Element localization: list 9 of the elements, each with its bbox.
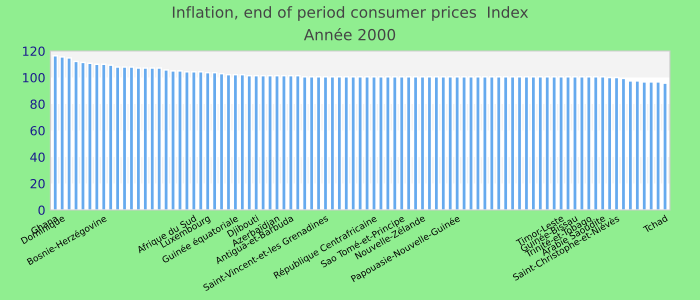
chart-subtitle: Année 2000 bbox=[304, 28, 396, 40]
y-tick-label: 20 bbox=[30, 178, 45, 188]
chart-title: Inflation, end of period consumer prices Index bbox=[172, 6, 528, 21]
y-tick-label: 80 bbox=[30, 99, 45, 109]
y-tick-label: 0 bbox=[38, 205, 45, 215]
y-tick-label: 40 bbox=[30, 152, 45, 162]
y-tick-label: 100 bbox=[23, 72, 45, 82]
y-tick-label: 60 bbox=[30, 126, 45, 136]
y-tick-label: 120 bbox=[23, 46, 45, 56]
